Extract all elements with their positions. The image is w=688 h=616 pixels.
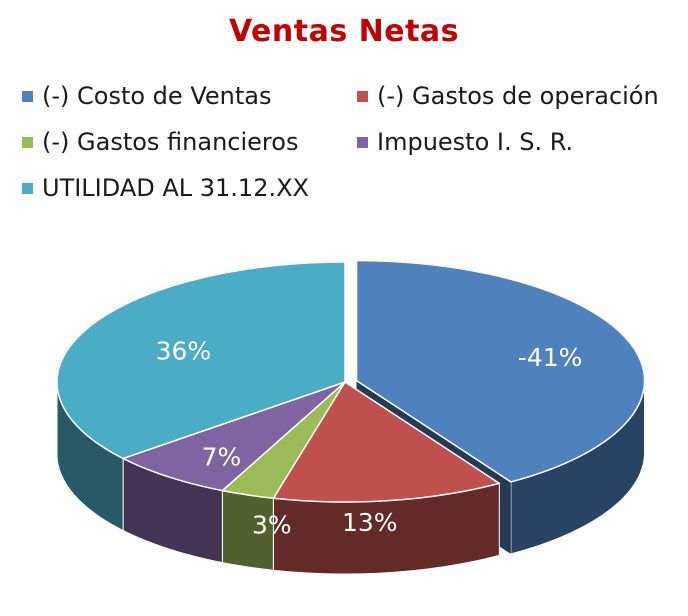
legend-item-gastos-financieros: (-) Gastos financieros bbox=[22, 128, 298, 156]
pie-labels: -41% 13% 3% 7% 36% bbox=[156, 336, 583, 539]
pie-tops bbox=[56, 259, 646, 503]
legend-swatch bbox=[22, 90, 33, 102]
legend-item-impuesto-isr: Impuesto I. S. R. bbox=[357, 128, 573, 156]
pie-slice-label: 13% bbox=[342, 508, 398, 537]
legend-label: (-) Costo de Ventas bbox=[42, 82, 272, 110]
pie-slice-0 bbox=[355, 259, 646, 483]
pie-slice-1 bbox=[272, 381, 501, 503]
legend-item-gastos-de-operacion: (-) Gastos de operación bbox=[357, 82, 659, 110]
pie-slice-label: 36% bbox=[156, 336, 212, 365]
legend-label: (-) Gastos financieros bbox=[42, 128, 299, 156]
legend-swatch bbox=[22, 136, 33, 148]
legend-swatch bbox=[22, 182, 33, 194]
pie-slice-2 bbox=[221, 381, 346, 499]
legend-label: (-) Gastos de operación bbox=[377, 82, 659, 110]
legend-item-utilidad: UTILIDAD AL 31.12.XX bbox=[22, 174, 309, 202]
legend-item-costo-de-ventas: (-) Costo de Ventas bbox=[22, 82, 271, 110]
chart-title: Ventas Netas bbox=[228, 14, 460, 49]
pie-slice-label: -41% bbox=[518, 343, 583, 372]
pie-slice-4 bbox=[56, 261, 346, 460]
legend-swatch bbox=[357, 136, 368, 148]
legend-label: UTILIDAD AL 31.12.XX bbox=[42, 174, 309, 202]
pie-slice-label: 3% bbox=[252, 511, 292, 540]
legend-swatch bbox=[357, 90, 368, 102]
legend-label: Impuesto I. S. R. bbox=[377, 128, 574, 156]
pie-slice-label: 7% bbox=[202, 442, 242, 471]
pie-slice-3 bbox=[122, 381, 346, 492]
